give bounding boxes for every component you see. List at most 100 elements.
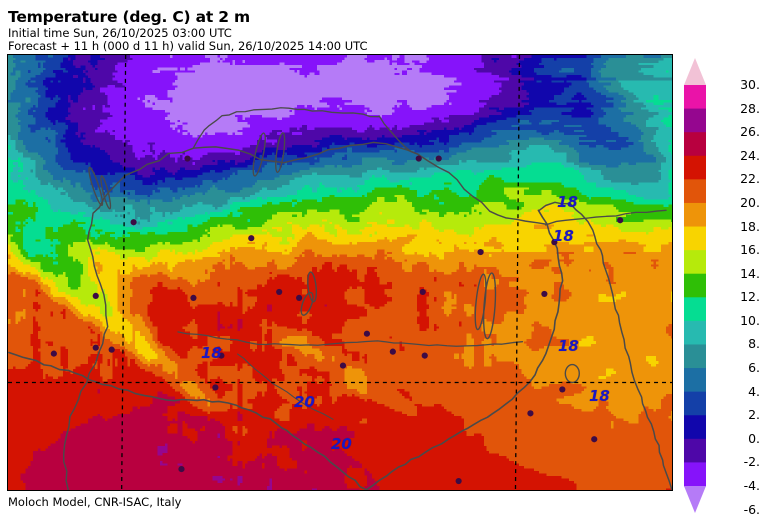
colorbar-bands [684,58,706,513]
map-boundary [192,107,380,150]
colorbar-tick-label: 30. [740,77,760,92]
colorbar-band [684,344,706,369]
colorbar-band [684,415,706,440]
colorbar-band [684,297,706,322]
lake-outline [252,132,266,177]
map-boundary [177,331,524,347]
city-marker [363,330,371,337]
city-marker [296,294,303,301]
lake-outline [275,132,286,173]
contour-label: 20 [294,393,315,411]
map-boundary [537,201,672,490]
city-marker [248,235,255,242]
colorbar-band [684,202,706,228]
colorbar-band [684,179,706,204]
temperature-band [8,57,672,230]
city-marker [178,466,185,473]
colorbar-tick-label: 8. [748,336,760,352]
colorbar-band [684,368,706,393]
contour-label: 18 [201,344,222,362]
colorbar-tick-label: 28. [740,100,760,116]
colorbar-band [684,108,706,133]
city-marker [218,352,225,359]
city-marker [389,348,396,355]
city-marker [527,410,534,417]
colorbar-tick-label: 24. [740,147,760,163]
temperature-band [8,224,672,429]
map-boundary [544,209,667,226]
colorbar-band [684,155,706,180]
contour-label: 18 [553,227,574,245]
city-marker [108,346,115,353]
forecast-map[interactable]: 18 18 18 18 18 20 20 [7,54,673,491]
city-marker [50,350,57,357]
colorbar [684,58,706,513]
graticule-meridian [514,55,521,490]
forecast-valid-line: Forecast + 11 h (000 d 11 h) valid Sun, … [8,39,368,53]
city-marker [617,217,624,224]
temperature-band [8,186,672,320]
city-marker [212,384,219,391]
city-marker [559,386,566,393]
lake-outline [307,271,318,303]
city-marker [92,292,99,299]
map-boundary [8,351,368,490]
city-marker [477,249,484,256]
lake-outline [100,175,112,210]
colorbar-band [684,391,706,416]
lake-outline [300,291,314,316]
contour-label: 18 [558,337,579,355]
colorbar-band [684,462,706,487]
temperature-band [8,261,672,490]
contour-label: 18 [589,387,610,405]
map-boundary [63,141,548,490]
city-marker [551,239,558,246]
colorbar-tick-label: 26. [740,124,760,140]
lake-outline [88,166,104,207]
colorbar-tick-label: 18. [740,218,760,234]
colorbar-band [684,132,706,157]
city-marker [190,294,197,301]
colorbar-tick-label: 0. [748,430,760,446]
colorbar-tick-label: 10. [740,312,760,328]
colorbar-tick-label: 2. [748,407,760,423]
temperature-band [8,249,672,490]
temperature-band [42,55,594,185]
colorbar-under-arrow [684,486,706,513]
colorbar-band [684,85,706,110]
contour-label: 20 [331,435,352,453]
colorbar-band [684,226,706,251]
temperature-band [20,303,380,490]
colorbar-tick-label: 16. [740,242,760,258]
temperature-band [8,174,672,290]
page-title: Temperature (deg. C) at 2 m [8,8,251,26]
contour-label: 18 [557,193,578,211]
city-marker [541,290,548,297]
model-credit: Moloch Model, CNR-ISAC, Italy [8,495,182,509]
colorbar-band [684,273,706,298]
graticule-meridian [121,55,127,490]
city-marker [130,219,137,226]
colorbar-tick-label: -6. [743,501,760,517]
colorbar-tick-label: 22. [740,171,760,187]
temperature-band [8,204,672,379]
lake-outline [474,273,487,331]
colorbar-tick-label: 12. [740,289,760,305]
temperature-band [8,69,672,265]
city-marker [339,362,347,369]
colorbar-tick-label: 20. [740,194,760,210]
initial-time-line: Initial time Sun, 26/10/2025 03:00 UTC [8,26,232,40]
city-marker [415,155,422,162]
colorbar-band [684,438,706,464]
city-marker [435,155,442,162]
city-marker [184,155,191,162]
city-marker [276,288,283,295]
colorbar-band [684,250,706,275]
city-marker [421,352,428,359]
colorbar-band [684,320,706,346]
colorbar-tick-label: 6. [748,360,760,376]
map-boundary [237,353,334,420]
colorbar-over-arrow [684,58,706,85]
colorbar-tick-label: -2. [743,454,760,470]
